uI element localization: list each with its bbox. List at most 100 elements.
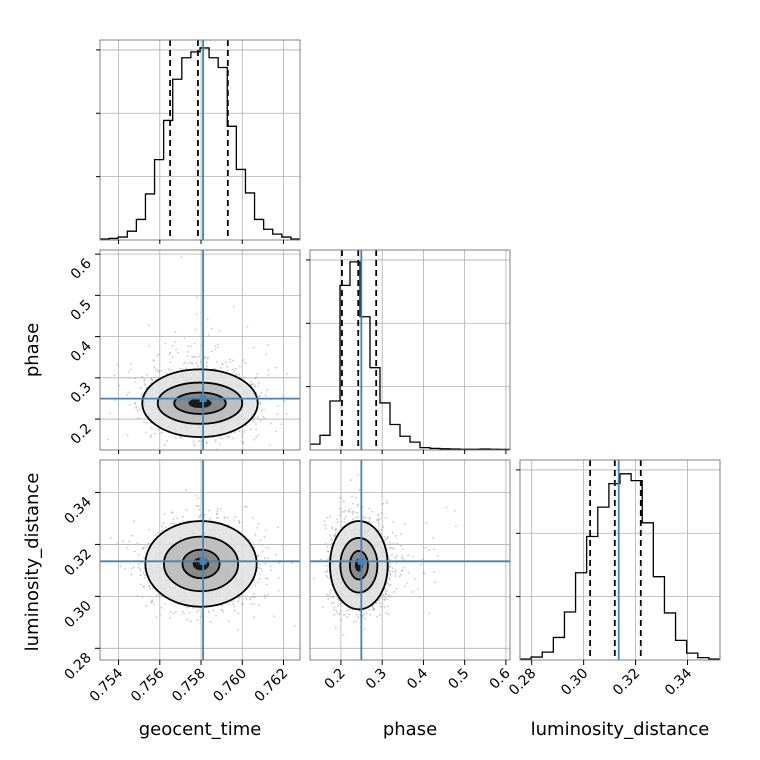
sample-point — [326, 516, 329, 519]
panel-phase-vs-geocent — [99, 249, 301, 451]
sample-point — [432, 536, 435, 539]
sample-point — [331, 527, 334, 530]
sample-point — [148, 324, 150, 327]
sample-point — [378, 517, 381, 520]
sample-point — [269, 422, 272, 425]
sample-point — [119, 565, 122, 568]
sample-point — [241, 603, 244, 606]
sample-point — [154, 368, 157, 371]
sample-point — [373, 607, 375, 610]
sample-point — [330, 595, 333, 598]
sample-point — [210, 350, 213, 353]
sample-point — [261, 543, 264, 546]
sample-point — [221, 604, 224, 607]
sample-point — [214, 439, 217, 441]
xtick-label-lumdist-1: 0.30 — [558, 666, 591, 699]
sample-point — [189, 361, 192, 364]
sample-point — [386, 589, 388, 592]
sample-point — [160, 606, 163, 609]
sample-point — [351, 513, 354, 515]
sample-point — [195, 296, 198, 299]
sample-point — [387, 613, 390, 616]
sample-point — [389, 595, 392, 597]
sample-point — [226, 369, 229, 372]
ytick-label-phase-0: 0.2 — [68, 421, 95, 448]
sample-point — [384, 590, 387, 592]
contour-lumdist-vs-geocent-0 — [181, 548, 221, 580]
sample-point — [386, 582, 389, 585]
sample-point — [233, 370, 236, 373]
sample-point — [364, 627, 366, 630]
sample-point — [153, 432, 156, 435]
sample-point — [214, 440, 217, 443]
sample-point — [257, 433, 260, 436]
sample-point — [342, 633, 345, 636]
sample-point — [116, 542, 118, 545]
sample-point — [358, 610, 361, 613]
sample-point — [142, 547, 144, 550]
sample-point — [173, 522, 176, 525]
sample-point — [389, 566, 392, 569]
sample-point — [253, 603, 256, 606]
sample-point — [340, 520, 343, 523]
sample-point — [208, 334, 210, 336]
sample-point — [327, 550, 330, 553]
sample-point — [385, 612, 387, 614]
sample-point — [355, 613, 358, 616]
sample-point — [164, 526, 167, 529]
sample-point — [256, 526, 259, 529]
sample-point — [259, 419, 262, 422]
frame-lumdist-vs-phase — [309, 459, 511, 661]
sample-point — [455, 525, 457, 528]
sample-point — [348, 613, 351, 616]
sample-point — [354, 516, 357, 519]
sample-point — [382, 526, 385, 528]
sample-point — [433, 570, 436, 573]
sample-point — [191, 356, 194, 358]
sample-point — [139, 569, 142, 572]
sample-point — [388, 584, 391, 587]
sample-point — [330, 537, 333, 540]
sample-point — [141, 375, 144, 378]
sample-point — [264, 596, 267, 599]
sample-point — [209, 620, 212, 623]
sample-point — [402, 566, 405, 569]
truth-marker-lumdist-vs-geocent — [199, 557, 207, 565]
sample-point — [407, 554, 409, 557]
sample-point — [394, 556, 397, 559]
sample-point — [403, 523, 406, 526]
sample-point — [379, 605, 381, 608]
sample-point — [237, 600, 240, 603]
sample-point — [152, 603, 155, 606]
sample-point — [233, 609, 236, 612]
lumdist-xlabel-group: luminosity_distance — [531, 719, 710, 740]
sample-point — [428, 549, 431, 552]
sample-point — [183, 337, 186, 339]
truth-marker-lumdist-vs-phase — [357, 557, 365, 565]
sample-point — [249, 428, 252, 431]
sample-point — [145, 604, 148, 607]
sample-point — [267, 593, 269, 596]
sample-point — [169, 610, 171, 613]
sample-point — [149, 436, 152, 438]
sample-point — [187, 345, 189, 348]
panels-layer: 0.754 0.756 0.758 0.760 0.762 0.2 0.3 0.4 0.5 0.6… — [61, 39, 721, 705]
sample-point — [379, 602, 382, 604]
sample-point — [380, 529, 383, 531]
sample-point — [109, 536, 112, 539]
sample-point — [181, 610, 184, 613]
sample-point — [282, 395, 285, 398]
sample-point — [238, 375, 241, 378]
sample-point — [161, 525, 163, 528]
sample-point — [391, 570, 394, 573]
sample-point — [338, 497, 341, 499]
sample-point — [216, 507, 219, 510]
sample-point — [356, 516, 359, 518]
contour-lumdist-vs-phase-0 — [348, 550, 369, 581]
sample-point — [338, 613, 341, 616]
sample-point — [185, 367, 188, 370]
sample-point — [344, 509, 347, 512]
sample-point — [220, 508, 222, 510]
contour-lumdist-vs-phase-2 — [329, 520, 389, 611]
sample-point — [139, 567, 142, 570]
